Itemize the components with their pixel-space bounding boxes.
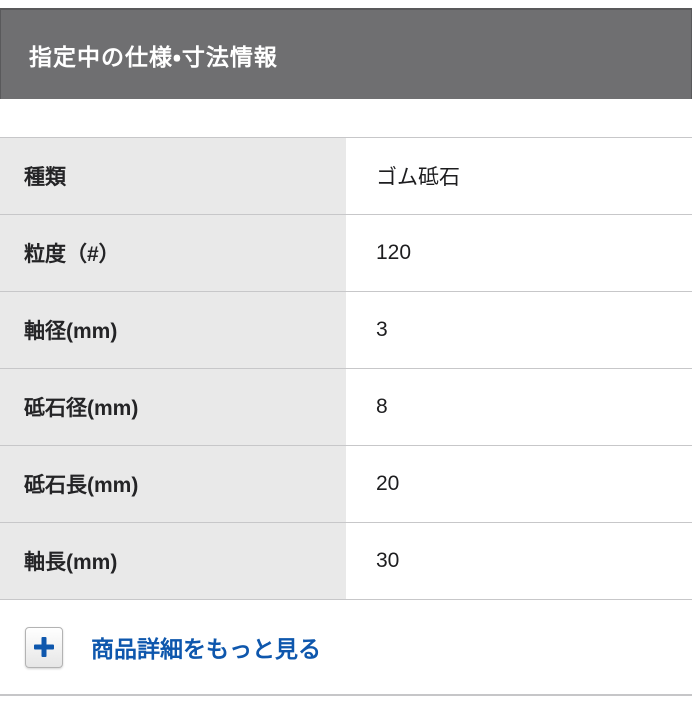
spec-row: 軸径(mm) 3 [0, 292, 692, 369]
spec-value: 120 [346, 215, 692, 291]
spec-value: 30 [346, 523, 692, 599]
spec-row: 砥石長(mm) 20 [0, 446, 692, 523]
plus-icon [34, 637, 54, 657]
spec-row: 砥石径(mm) 8 [0, 369, 692, 446]
top-spacer [0, 0, 692, 8]
show-more-details-link[interactable]: 商品詳細をもっと見る [0, 600, 692, 694]
header-gap [0, 99, 692, 137]
spec-table: 種類 ゴム砥石 粒度（#） 120 軸径(mm) 3 砥石径(mm) 8 砥石長(mm) 20 軸長… [0, 137, 692, 600]
section-title: 指定中の仕様・寸法情報 [29, 43, 278, 70]
bottom-divider [0, 694, 692, 696]
spec-row: 軸長(mm) 30 [0, 523, 692, 600]
spec-label: 砥石径(mm) [0, 369, 346, 445]
spec-label: 粒度（#） [0, 215, 346, 291]
spec-value: ゴム砥石 [346, 138, 692, 214]
spec-value: 8 [346, 369, 692, 445]
spec-value: 3 [346, 292, 692, 368]
expand-button[interactable] [25, 626, 63, 668]
spec-value: 20 [346, 446, 692, 522]
spec-label: 種類 [0, 138, 346, 214]
spec-label: 砥石長(mm) [0, 446, 346, 522]
section-header: 指定中の仕様・寸法情報 [0, 8, 692, 99]
spec-label: 軸長(mm) [0, 523, 346, 599]
spec-row: 種類 ゴム砥石 [0, 138, 692, 215]
spec-label: 軸径(mm) [0, 292, 346, 368]
spec-row: 粒度（#） 120 [0, 215, 692, 292]
show-more-details-label[interactable]: 商品詳細をもっと見る [91, 636, 321, 662]
